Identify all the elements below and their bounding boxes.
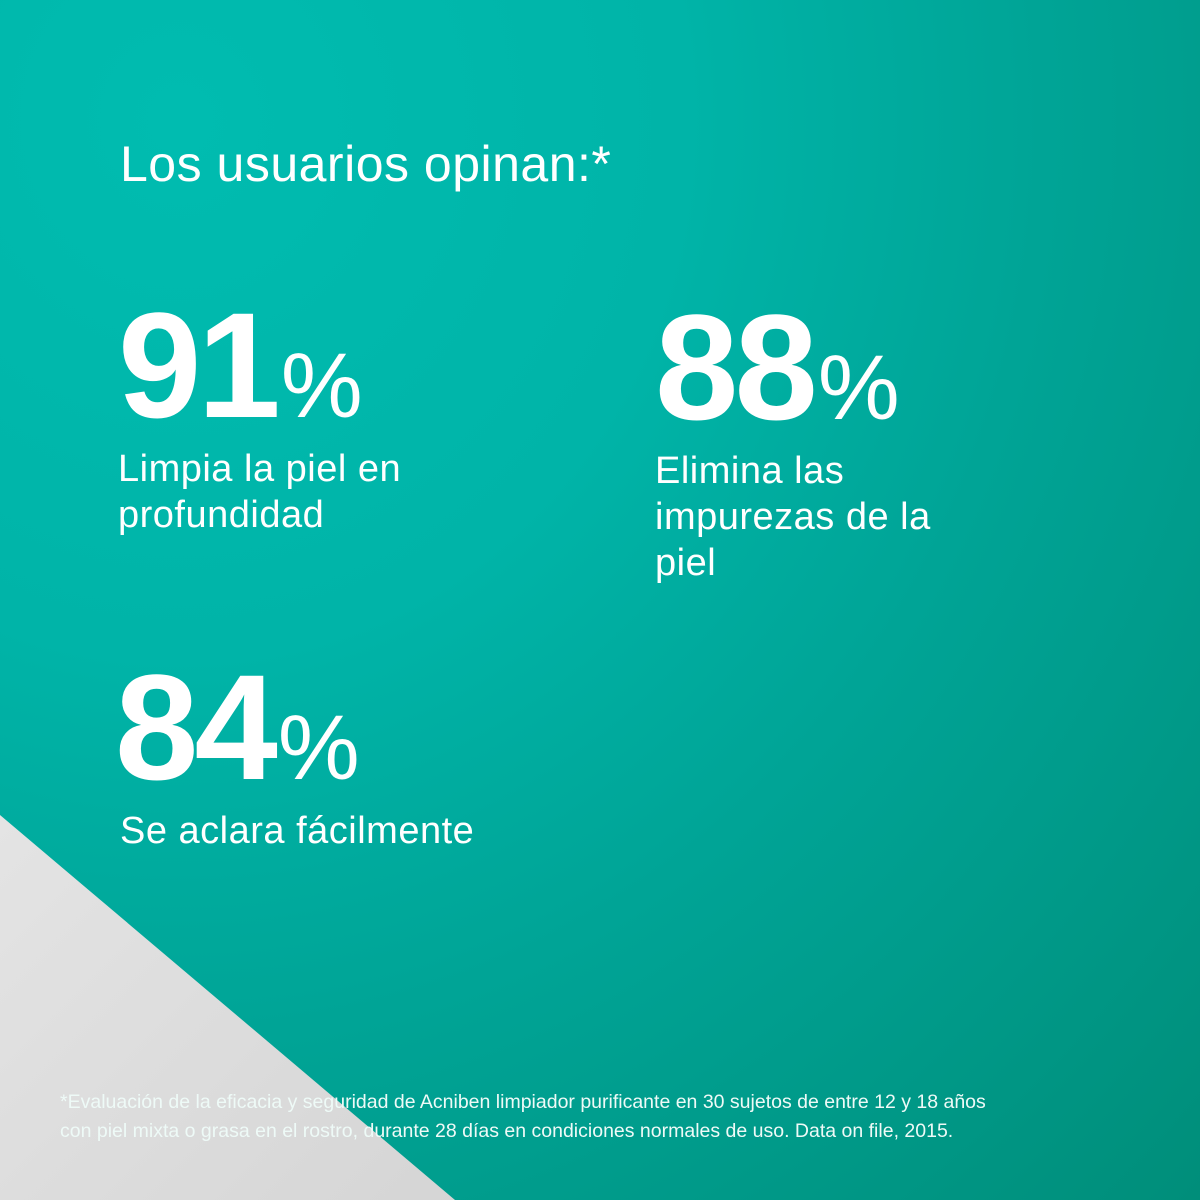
footnote-line: *Evaluación de la eficacia y seguridad d… bbox=[60, 1091, 986, 1113]
label-line: Se aclara fácilmente bbox=[120, 810, 475, 852]
stat-value: 84 bbox=[115, 643, 278, 811]
stat-84: 84% Se aclara fácilmente bbox=[115, 652, 474, 854]
footnote: *Evaluación de la eficacia y seguridad d… bbox=[60, 1088, 1150, 1146]
stat-unit: % bbox=[280, 335, 363, 437]
label-line: Limpia la piel en bbox=[118, 448, 402, 490]
stat-unit: % bbox=[277, 697, 360, 799]
label-line: Elimina las bbox=[655, 450, 845, 492]
stat-label: Elimina las impurezas de la piel bbox=[655, 448, 931, 586]
stat-value: 91 bbox=[118, 281, 281, 449]
stat-value: 88 bbox=[655, 283, 818, 451]
stat-unit: % bbox=[817, 337, 900, 439]
stat-88: 88% Elimina las impurezas de la piel bbox=[655, 292, 931, 586]
label-line: piel bbox=[655, 542, 717, 584]
label-line: profundidad bbox=[118, 494, 325, 536]
stat-label: Limpia la piel en profundidad bbox=[118, 446, 401, 538]
label-line: impurezas de la bbox=[655, 496, 931, 538]
footnote-line: con piel mixta o grasa en el rostro, dur… bbox=[60, 1120, 954, 1142]
page-title: Los usuarios opinan:* bbox=[120, 136, 612, 192]
stat-label: Se aclara fácilmente bbox=[120, 808, 474, 854]
stat-91: 91% Limpia la piel en profundidad bbox=[118, 290, 401, 538]
